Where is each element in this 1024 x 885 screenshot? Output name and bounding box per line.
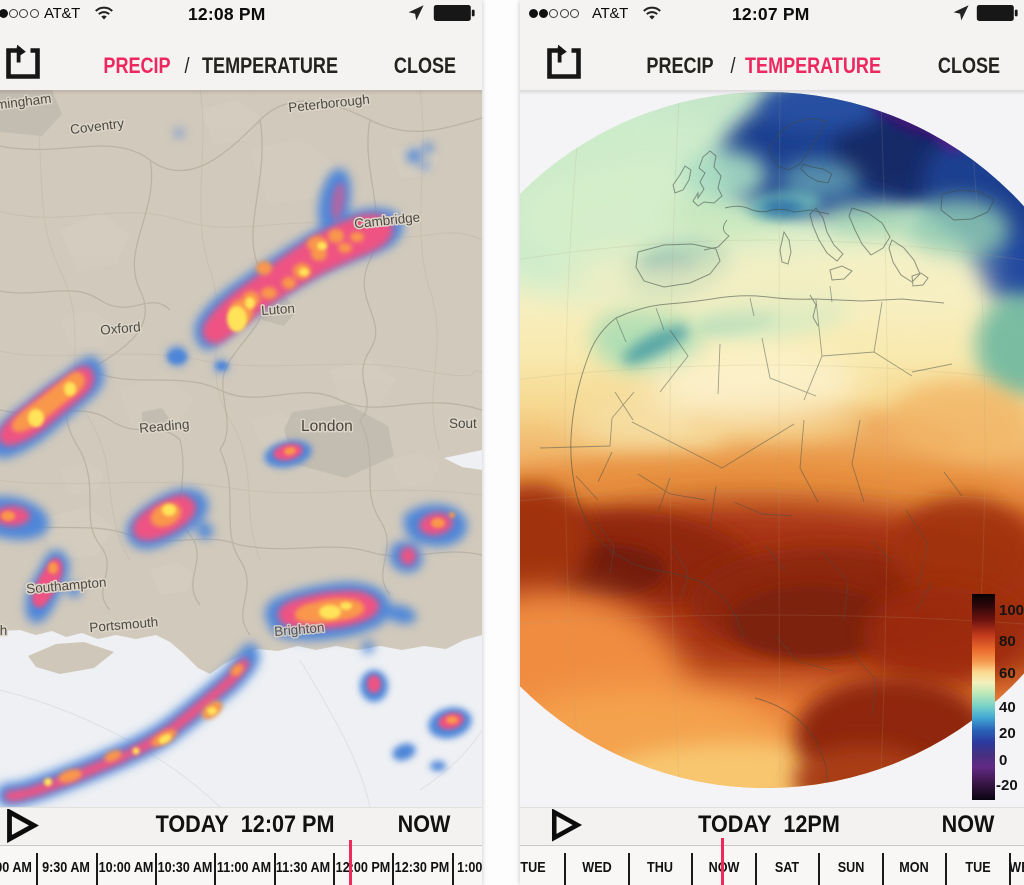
svg-text:40: 40	[999, 699, 1016, 716]
svg-text:Brighton: Brighton	[274, 620, 325, 639]
svg-text:London: London	[301, 418, 353, 435]
svg-text:60: 60	[999, 665, 1016, 682]
svg-text:Sout: Sout	[449, 416, 477, 431]
svg-text:80: 80	[999, 633, 1016, 650]
svg-text:Oxford: Oxford	[100, 319, 142, 337]
svg-text:th: th	[0, 623, 7, 638]
svg-text:0: 0	[999, 752, 1007, 769]
svg-text:Reading: Reading	[139, 417, 190, 436]
svg-text:-20: -20	[996, 777, 1018, 794]
svg-text:20: 20	[999, 725, 1016, 742]
svg-text:100: 100	[999, 602, 1024, 619]
svg-text:Luton: Luton	[261, 301, 296, 318]
